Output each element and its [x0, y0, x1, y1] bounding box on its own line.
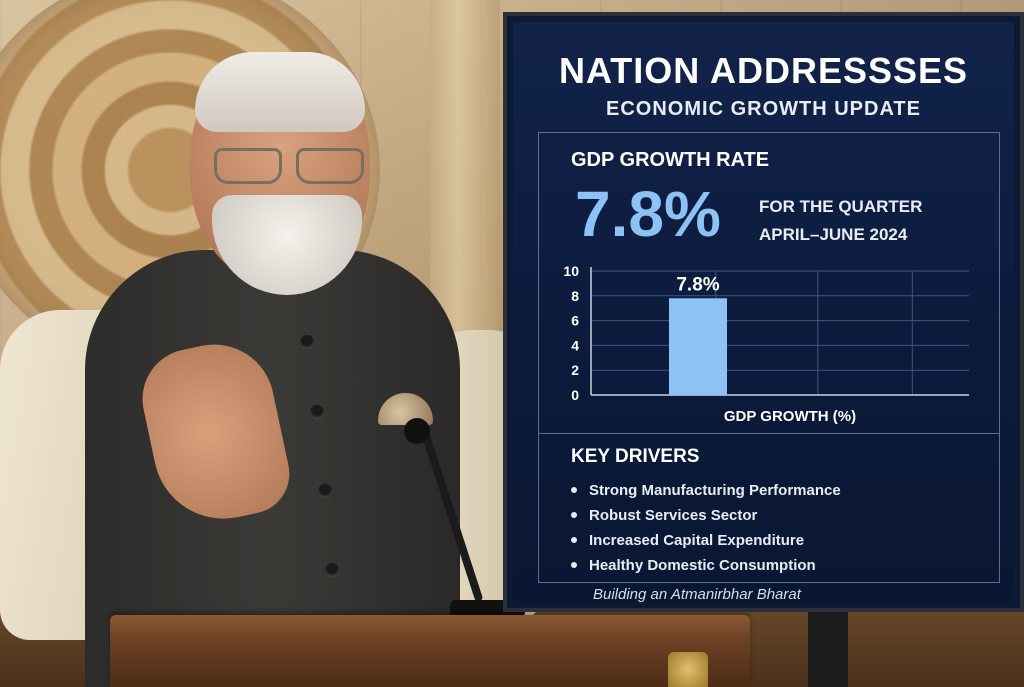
microphone-icon [404, 418, 430, 444]
driver-item-label: Healthy Domestic Consumption [589, 557, 816, 574]
chart-bar [669, 298, 727, 395]
y-tick-label: 0 [571, 387, 579, 403]
screen-content: NATION ADDRESSSES ECONOMIC GROWTH UPDATE… [513, 22, 1014, 603]
bullet-icon [571, 562, 577, 569]
presentation-screen: NATION ADDRESSSES ECONOMIC GROWTH UPDATE… [503, 12, 1024, 612]
screen-title: NATION ADDRESSSES [558, 50, 969, 91]
speaker-figure [0, 52, 540, 687]
y-tick-label: 4 [571, 337, 579, 353]
speaker-glasses [210, 148, 370, 184]
podium [110, 615, 750, 687]
gdp-period-line-2: APRIL–JUNE 2024 [759, 225, 908, 244]
drivers-list: Strong Manufacturing Performance Robust … [571, 478, 841, 578]
screen-subtitle: ECONOMIC GROWTH UPDATE [606, 98, 921, 120]
driver-item: Increased Capital Expenditure [571, 528, 841, 553]
screen-stand [808, 610, 848, 687]
drivers-panel: KEY DRIVERS Strong Manufacturing Perform… [538, 432, 1000, 583]
bullet-icon [571, 537, 577, 544]
driver-item-label: Robust Services Sector [589, 507, 758, 524]
y-tick-label: 2 [571, 362, 579, 378]
gdp-period: FOR THE QUARTER APRIL–JUNE 2024 [759, 193, 922, 249]
y-tick-label: 10 [563, 263, 579, 279]
vest-button [300, 335, 314, 349]
driver-item: Robust Services Sector [571, 503, 841, 528]
gdp-panel: GDP GROWTH RATE 7.8% FOR THE QUARTER APR… [538, 132, 1000, 434]
bullet-icon [571, 512, 577, 519]
driver-item-label: Strong Manufacturing Performance [589, 482, 841, 499]
y-tick-label: 6 [571, 313, 579, 329]
podium-emblem-icon [668, 652, 708, 687]
gdp-period-line-1: FOR THE QUARTER [759, 197, 923, 216]
driver-item: Healthy Domestic Consumption [571, 553, 841, 578]
bar-data-label: 7.8% [676, 274, 719, 295]
drivers-title: KEY DRIVERS [571, 446, 700, 467]
speaker-hair [195, 52, 365, 132]
screen-tagline: Building an Atmanirbhar Bharat [593, 586, 801, 603]
x-axis-label: GDP GROWTH (%) [724, 408, 856, 425]
gdp-bar-chart: 0 2 4 6 8 10 7.8% GDP GROWTH (%) [563, 263, 969, 425]
driver-item-label: Increased Capital Expenditure [589, 532, 805, 549]
gdp-value: 7.8% [575, 178, 721, 250]
y-tick-label: 8 [571, 288, 579, 304]
vest-button [310, 405, 324, 419]
gdp-label: GDP GROWTH RATE [571, 149, 770, 171]
driver-item: Strong Manufacturing Performance [571, 478, 841, 503]
bullet-icon [571, 487, 577, 494]
vest-button [318, 484, 332, 498]
vest-button [325, 563, 339, 577]
